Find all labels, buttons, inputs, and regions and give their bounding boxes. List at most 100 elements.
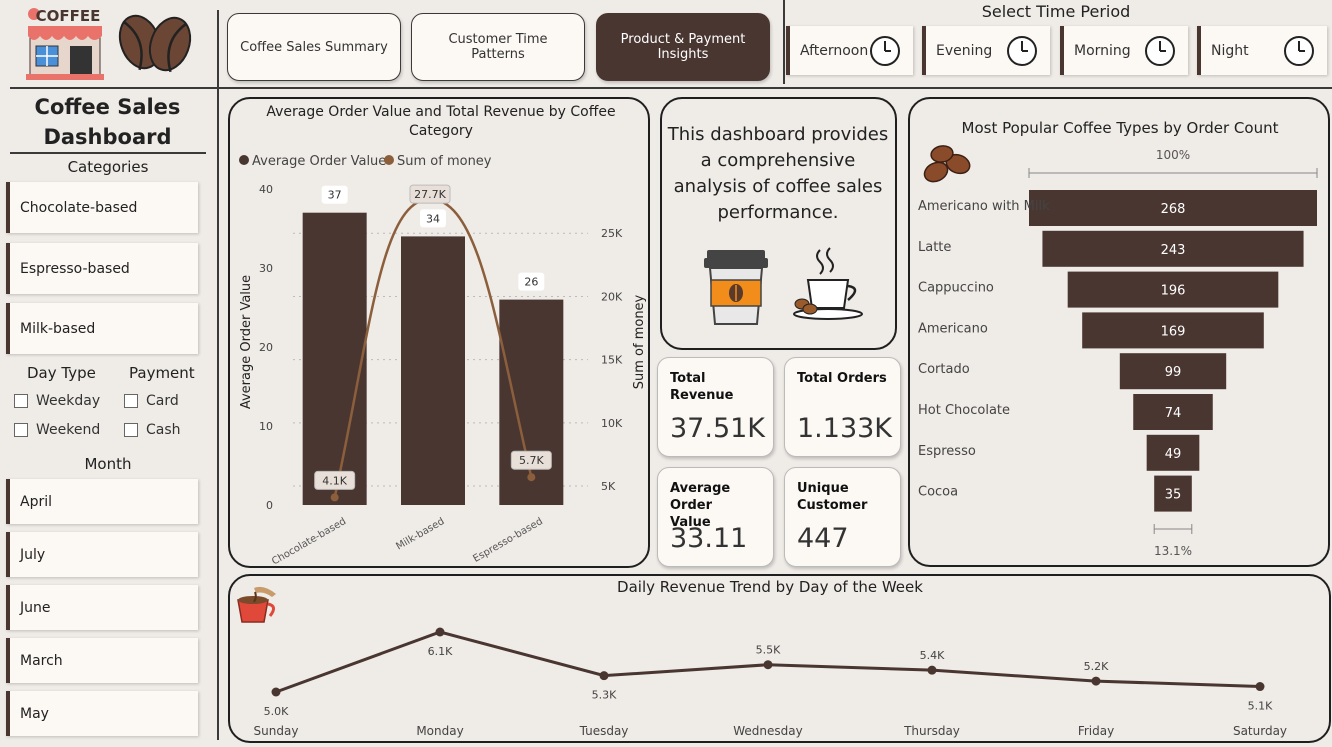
- funnel-bar: [1082, 312, 1264, 349]
- checkbox-box[interactable]: [14, 394, 28, 408]
- trend-value-label: 5.1K: [1248, 700, 1273, 713]
- aov-revenue-chart: Average Order Value Sum of money Average…: [239, 154, 647, 568]
- kpi-value: 33.11: [670, 523, 748, 554]
- day-type-label: Day Type: [27, 364, 96, 382]
- coffee-cup-icon: [704, 250, 768, 325]
- funnel-bar: [1119, 353, 1227, 390]
- checkbox-card[interactable]: Card: [124, 393, 179, 409]
- slicer-label: July: [20, 546, 46, 563]
- legend-label-money: Sum of money: [397, 154, 492, 169]
- kpi-total-orders: Total Orders 1.133K: [784, 357, 901, 457]
- description-panel: [660, 97, 897, 350]
- clock-icon: [870, 35, 900, 66]
- trend-value-label: 5.4K: [920, 649, 945, 662]
- trend-value-label: 6.1K: [428, 645, 453, 658]
- bar-value-label: 34: [426, 212, 440, 225]
- checkbox-weekend[interactable]: Weekend: [14, 422, 100, 438]
- checkbox-box[interactable]: [124, 394, 138, 408]
- bar-label-bg: [321, 185, 348, 204]
- time-option-night[interactable]: Night: [1197, 26, 1327, 75]
- popular-coffee-funnel: 100% 13.1% Americano with Milk 268 Latte 24…: [918, 148, 1318, 558]
- shop-sign: COFFEE: [36, 7, 101, 25]
- funnel-category-label: Latte: [918, 240, 951, 255]
- checkbox-box[interactable]: [124, 423, 138, 437]
- daily-trend-panel: [228, 574, 1331, 743]
- funnel-bar: [1133, 394, 1213, 430]
- time-option-afternoon[interactable]: Afternoon: [786, 26, 913, 75]
- y2-tick-label: 15K: [601, 354, 623, 367]
- checkbox-label: Card: [146, 393, 179, 409]
- hot-coffee-cup-icon: [793, 247, 863, 320]
- sidebar-divider: [217, 10, 219, 740]
- bar-label-bg: [420, 209, 446, 228]
- y-tick-label: 20: [259, 341, 273, 354]
- bar-value-label: 26: [524, 276, 538, 289]
- checkbox-cash[interactable]: Cash: [124, 422, 181, 438]
- clock-icon: [1145, 35, 1175, 66]
- category-espresso-based[interactable]: Espresso-based: [6, 243, 198, 294]
- funnel-value-label: 35: [1165, 488, 1182, 503]
- funnel-value-label: 99: [1165, 365, 1182, 380]
- trend-point: [435, 627, 445, 637]
- time-option-label: Evening: [936, 42, 993, 59]
- slicer-label: Milk-based: [20, 320, 96, 337]
- tab-product-payment-insights[interactable]: Product & Payment Insights: [596, 13, 770, 81]
- checkbox-label: Weekend: [36, 422, 101, 438]
- trend-value-label: 5.2K: [1084, 660, 1109, 673]
- trend-value-label: 5.3K: [592, 689, 617, 702]
- funnel-category-label: Hot Chocolate: [918, 403, 1010, 418]
- slicer-label: June: [20, 599, 51, 616]
- time-option-morning[interactable]: Morning: [1060, 26, 1188, 75]
- tab-customer-time-patterns[interactable]: Customer Time Patterns: [411, 13, 585, 81]
- coffee-shop-icon: COFFEE: [26, 7, 104, 80]
- funnel-top-label: 100%: [1156, 148, 1190, 162]
- trend-x-label: Friday: [1078, 724, 1114, 738]
- trend-x-label: Tuesday: [579, 724, 629, 738]
- category-chocolate-based[interactable]: Chocolate-based: [6, 182, 198, 233]
- time-period-divider: [783, 0, 785, 84]
- time-option-label: Morning: [1074, 42, 1131, 59]
- funnel-category-label: Cortado: [918, 362, 970, 377]
- month-june[interactable]: June: [6, 585, 198, 630]
- x-tick-label: Milk-based: [394, 516, 446, 552]
- checkbox-box[interactable]: [14, 423, 28, 437]
- funnel-value-label: 169: [1161, 324, 1186, 339]
- line-value-label: 27.7K: [414, 188, 446, 201]
- kpi-label: Total Revenue: [670, 371, 734, 403]
- slicer-label: April: [20, 493, 52, 510]
- funnel-category-label: Americano: [918, 321, 988, 336]
- bar-aov: [302, 212, 367, 505]
- funnel-value-label: 243: [1161, 243, 1186, 258]
- bar-aov: [401, 236, 465, 505]
- y2-tick-label: 25K: [601, 227, 623, 240]
- month-label: Month: [84, 455, 132, 473]
- coffee-pour-icon: [237, 586, 276, 623]
- trend-value-label: 5.5K: [756, 644, 781, 657]
- trend-point: [1091, 676, 1101, 686]
- checkbox-weekday[interactable]: Weekday: [14, 393, 100, 409]
- x-tick-label: Espresso-based: [471, 516, 544, 565]
- y2-tick-label: 5K: [601, 480, 616, 493]
- month-march[interactable]: March: [6, 638, 198, 683]
- slicer-label: May: [20, 705, 49, 722]
- funnel-bar: [1146, 434, 1200, 471]
- y2-tick-label: 20K: [601, 290, 623, 303]
- month-april[interactable]: April: [6, 479, 198, 524]
- time-option-evening[interactable]: Evening: [922, 26, 1050, 75]
- categories-label: Categories: [67, 158, 149, 176]
- trend-point: [1255, 682, 1265, 692]
- legend-marker-money: [384, 155, 394, 165]
- dashboard-title-line2: Dashboard: [43, 125, 172, 149]
- legend-marker-aov: [239, 155, 249, 165]
- month-july[interactable]: July: [6, 532, 198, 577]
- clock-icon: [1284, 35, 1314, 66]
- y-tick-label: 40: [259, 183, 273, 196]
- month-may[interactable]: May: [6, 691, 198, 736]
- y-tick-label: 0: [266, 499, 273, 512]
- line-label-bg: [510, 450, 552, 470]
- bar-value-label: 37: [328, 189, 342, 202]
- category-milk-based[interactable]: Milk-based: [6, 303, 198, 354]
- kpi-total-revenue: Total Revenue 37.51K: [657, 357, 774, 457]
- slicer-label: March: [20, 652, 63, 669]
- tab-coffee-sales-summary[interactable]: Coffee Sales Summary: [227, 13, 401, 81]
